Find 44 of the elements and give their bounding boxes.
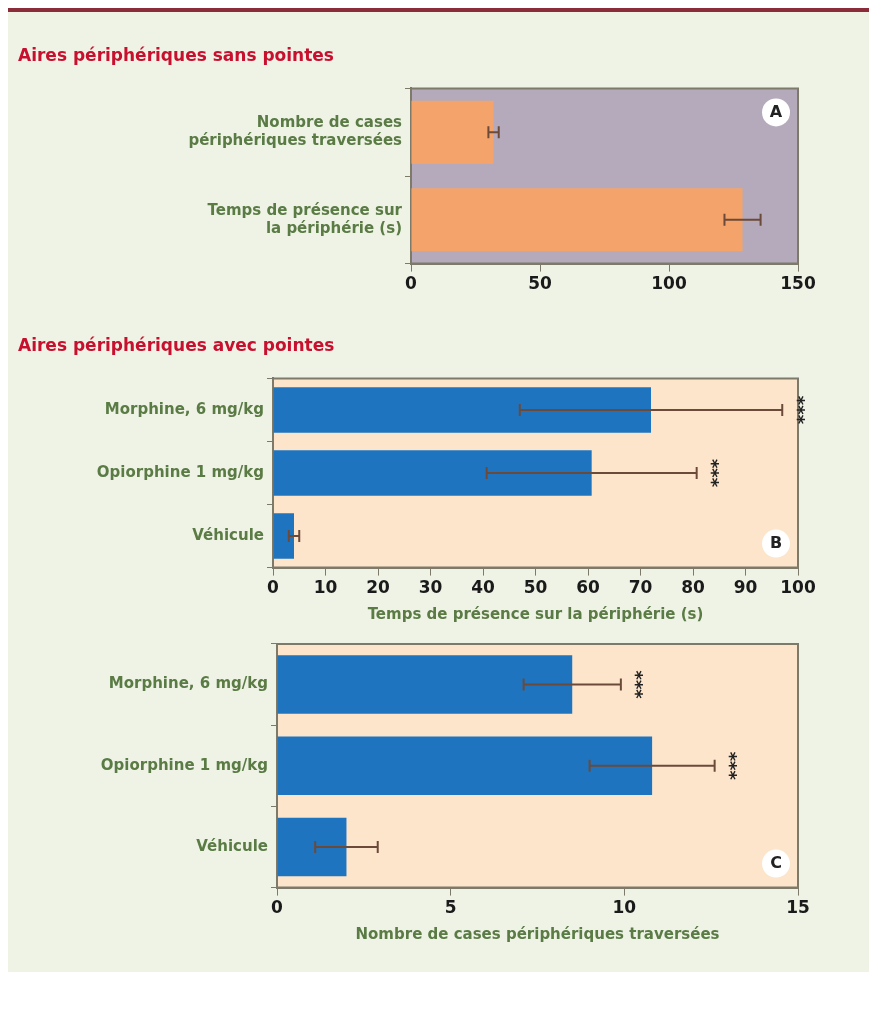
x-tick-label: 40 <box>471 577 495 598</box>
x-tick-label: 0 <box>271 897 284 918</box>
x-tick-label: 60 <box>576 577 600 598</box>
y-tick-label: Morphine, 6 mg/kg <box>108 674 268 693</box>
y-tick-label: Véhicule <box>196 836 268 855</box>
x-axis-title: Temps de présence sur la périphérie (s) <box>367 604 704 623</box>
x-tick-label: 0 <box>267 577 280 598</box>
annotation: *** <box>787 395 809 425</box>
annotation: *** <box>719 751 741 781</box>
y-tick-label: Temps de présence sur la périphérie (s) <box>207 200 403 237</box>
annotation: *** <box>626 670 648 700</box>
x-tick-label: 15 <box>786 897 810 918</box>
y-tick-label: Opiorphine 1 mg/kg <box>96 462 264 481</box>
x-tick-label: 50 <box>528 273 552 294</box>
chart-title: Aires périphériques avec pointes <box>18 334 335 355</box>
bar <box>277 817 347 877</box>
bar <box>277 736 653 796</box>
x-tick-label: 100 <box>780 577 816 598</box>
bar <box>277 655 573 714</box>
x-axis-title: Nombre de cases périphériques traversées <box>355 924 720 943</box>
x-tick-label: 20 <box>366 577 390 598</box>
y-tick-label: Véhicule <box>192 525 264 544</box>
x-tick-label: 10 <box>612 897 637 918</box>
y-tick-label: Nombre de cases périphériques traversées <box>188 113 403 150</box>
x-tick-label: 0 <box>405 273 418 294</box>
x-tick-label: 10 <box>313 577 338 598</box>
bar <box>273 513 294 559</box>
bar <box>273 387 651 433</box>
text: Aires périphériques sans pointes <box>18 44 334 65</box>
annotation: C <box>770 852 782 872</box>
y-tick-label: Morphine, 6 mg/kg <box>104 399 264 418</box>
x-tick-label: 150 <box>780 273 816 294</box>
x-tick-label: 90 <box>733 577 758 598</box>
x-tick-label: 50 <box>523 577 548 598</box>
x-tick-label: 5 <box>444 897 457 918</box>
y-tick-label: Opiorphine 1 mg/kg <box>100 755 268 774</box>
x-tick-label: 70 <box>628 577 653 598</box>
annotation: *** <box>702 458 723 488</box>
bar <box>273 450 592 496</box>
x-tick-label: 30 <box>418 577 443 598</box>
annotation: A <box>769 101 783 121</box>
x-tick-label: 80 <box>681 577 705 598</box>
x-tick-label: 100 <box>651 273 687 294</box>
annotation: B <box>769 532 783 552</box>
